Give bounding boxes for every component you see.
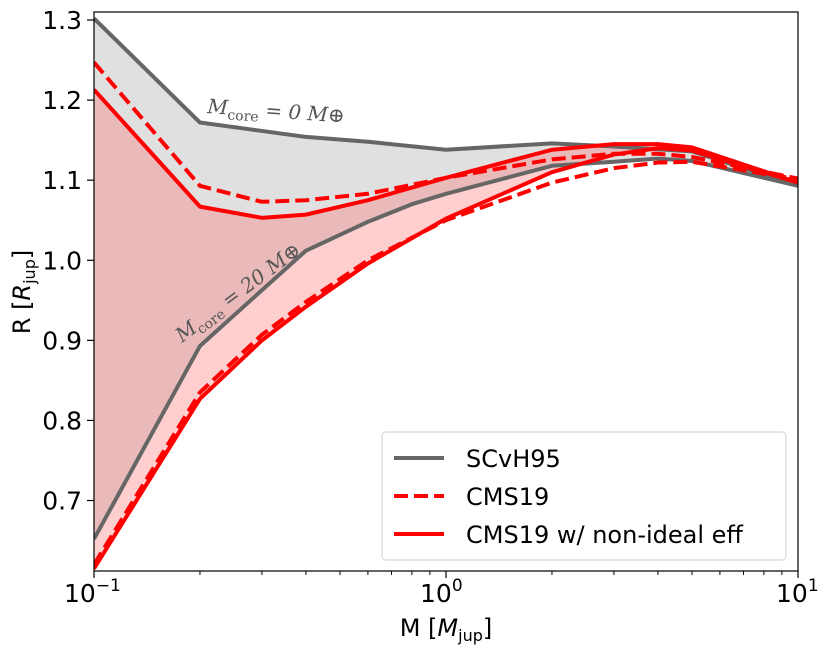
axis-ticks xyxy=(87,19,799,578)
legend-label-scvh95: SCvH95 xyxy=(466,445,561,473)
svg-text:Mcore = 0 M⊕: Mcore = 0 M⊕ xyxy=(205,94,345,132)
y-tick-labels: 0.7 0.8 0.9 1.0 1.1 1.2 1.3 xyxy=(42,6,82,516)
y-tick-label: 1.0 xyxy=(42,246,82,275)
x-axis-label: M [Mjup] xyxy=(400,614,493,645)
y-tick-label: 1.2 xyxy=(42,86,82,115)
series-line-cmsni_0 xyxy=(94,88,798,220)
y-axis-label: R [Rjup] xyxy=(8,250,39,334)
legend-box xyxy=(381,431,787,561)
y-tick-label: 1.1 xyxy=(42,166,82,195)
y-tick-label: 1.3 xyxy=(42,6,82,35)
series-line-scvh_20 xyxy=(94,156,798,540)
y-tick-label: 0.8 xyxy=(42,406,82,435)
legend: SCvH95 CMS19 CMS19 w/ non-ideal eff xyxy=(381,431,787,561)
annotation-core-0: Mcore = 0 M⊕ xyxy=(205,94,346,132)
y-tick-label: 0.7 xyxy=(42,487,82,516)
y-tick-label: 0.9 xyxy=(42,326,82,355)
x-tick-label: 100 xyxy=(420,576,463,608)
legend-label-cms19-nonideal: CMS19 w/ non-ideal eff xyxy=(466,521,743,549)
legend-label-cms19: CMS19 xyxy=(466,483,549,511)
fill-region-1 xyxy=(94,89,798,569)
x-tick-label: 101 xyxy=(776,576,819,608)
series-line-cmsni_20 xyxy=(94,146,798,570)
x-tick-label: 10−1 xyxy=(64,576,121,608)
series-lines xyxy=(94,16,798,570)
